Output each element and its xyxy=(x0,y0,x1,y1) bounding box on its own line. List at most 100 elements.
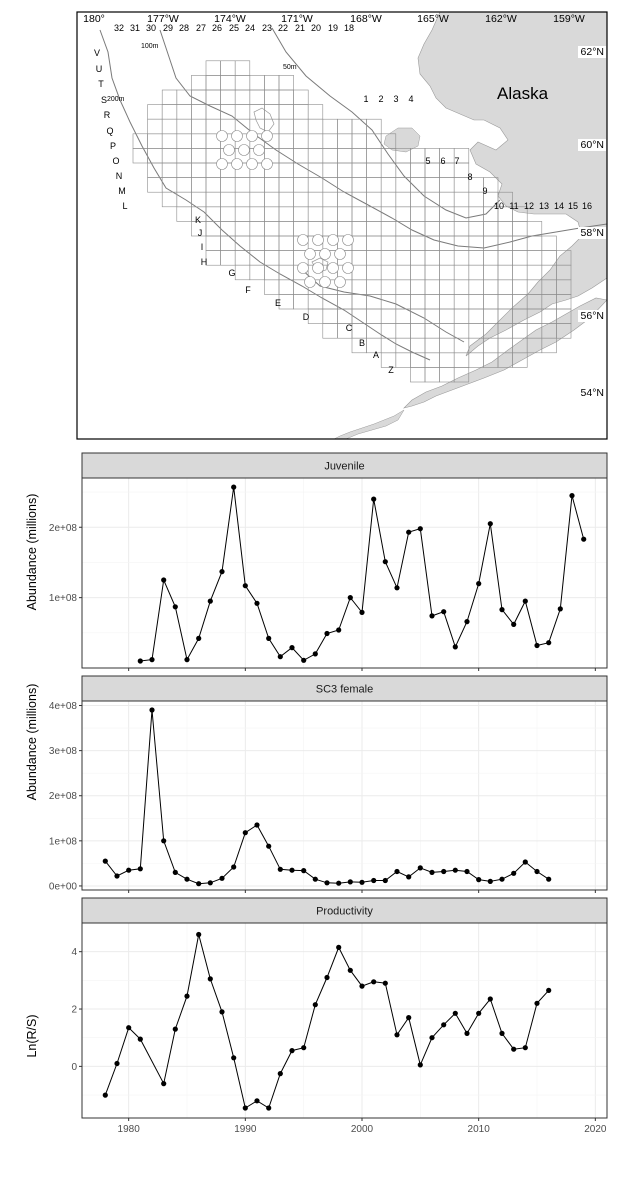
station-label: 1 xyxy=(363,94,368,104)
longitude-label: 180° xyxy=(83,13,105,25)
corner-station-circle xyxy=(297,262,309,274)
station-label: Q xyxy=(106,126,113,136)
panel-0: Juvenile 1e+08 2e+08 Abundance (millions) xyxy=(25,452,608,671)
station-label: 25 xyxy=(229,23,239,33)
data-point xyxy=(312,651,318,657)
data-point xyxy=(277,654,283,660)
data-point xyxy=(207,976,213,982)
data-point xyxy=(102,858,108,864)
corner-station-circle xyxy=(297,234,309,246)
data-point xyxy=(207,880,213,886)
data-point xyxy=(219,1009,225,1015)
station-label: 19 xyxy=(328,23,338,33)
data-point xyxy=(347,879,353,885)
station-label: 24 xyxy=(245,23,255,33)
y-tick-label: 3e+08 xyxy=(49,746,78,757)
data-point xyxy=(172,604,178,610)
station-label: P xyxy=(110,141,116,151)
station-label: 31 xyxy=(130,23,140,33)
x-tick-label: 2020 xyxy=(584,1124,607,1135)
corner-station-circle xyxy=(216,158,228,170)
data-point xyxy=(254,600,260,606)
y-tick-label: 2 xyxy=(71,1005,77,1016)
station-labels: 32 31 30 29 28 27 26 25 24 23 22 21 20 19 181 2 3 45 6 7891… xyxy=(94,23,592,375)
alaska-landmass xyxy=(417,12,607,357)
data-point xyxy=(266,843,272,849)
data-point xyxy=(266,1105,272,1111)
data-point xyxy=(464,1030,470,1036)
data-point xyxy=(149,707,155,713)
y-tick-label: 4e+08 xyxy=(49,701,78,712)
corner-station-circle xyxy=(216,130,228,142)
data-point xyxy=(137,658,143,664)
corner-station-circle xyxy=(253,144,265,156)
data-point xyxy=(452,644,458,650)
data-point xyxy=(371,979,377,985)
longitude-label: 168°W xyxy=(350,13,382,25)
data-point xyxy=(487,521,493,527)
data-point xyxy=(277,866,283,872)
station-label: N xyxy=(116,171,123,181)
data-point xyxy=(417,526,423,532)
data-point xyxy=(277,1071,283,1077)
map-frame xyxy=(76,11,608,440)
data-point xyxy=(137,1036,143,1042)
data-point xyxy=(231,1055,237,1061)
data-point xyxy=(511,870,517,876)
survey-grid-cell xyxy=(234,60,251,76)
data-point xyxy=(394,585,400,591)
data-point xyxy=(452,1010,458,1016)
data-point xyxy=(149,657,155,663)
station-label: 12 xyxy=(524,201,534,211)
data-point xyxy=(254,822,260,828)
data-point xyxy=(522,859,528,865)
station-label: T xyxy=(98,79,104,89)
data-point xyxy=(172,869,178,876)
corner-station-circle xyxy=(246,158,258,170)
latitude-label-bg xyxy=(578,227,606,239)
data-point xyxy=(476,877,482,883)
station-label: 23 xyxy=(262,23,272,33)
data-point xyxy=(429,1035,435,1041)
corner-station-circle xyxy=(334,248,346,260)
data-point xyxy=(196,931,202,938)
data-point xyxy=(324,630,330,637)
data-point xyxy=(406,529,412,535)
gridlines xyxy=(82,922,607,1118)
data-point xyxy=(184,657,190,663)
data-point xyxy=(347,967,353,973)
data-point xyxy=(301,657,307,663)
latitude-label-bg xyxy=(578,139,606,151)
station-label: S xyxy=(101,95,107,105)
corner-station-circle xyxy=(327,262,339,274)
corner-station-circle xyxy=(231,158,243,170)
latitude-label: 54°N xyxy=(581,387,604,399)
station-label: 16 xyxy=(582,201,592,211)
latitude-labels: 62°N 60°N 58°N 56°N 54°N xyxy=(578,46,606,399)
data-point xyxy=(499,1030,505,1036)
data-point xyxy=(371,877,377,884)
panel-strip xyxy=(81,675,608,702)
corner-station-circle xyxy=(312,262,324,274)
data-point xyxy=(231,864,237,870)
data-point xyxy=(441,609,447,615)
data-point xyxy=(476,1010,482,1016)
data-point xyxy=(347,595,353,601)
depth-label-100m: 100m xyxy=(141,43,159,50)
data-point xyxy=(254,1098,260,1104)
data-point xyxy=(557,606,563,612)
data-point xyxy=(499,607,505,613)
data-point xyxy=(394,868,400,875)
station-label: B xyxy=(359,338,365,348)
plot-frame xyxy=(81,922,608,1119)
station-label: D xyxy=(303,312,310,322)
station-label: 30 xyxy=(146,23,156,33)
data-point xyxy=(429,613,435,619)
latitude-label: 62°N xyxy=(581,46,604,58)
station-label: O xyxy=(112,156,119,166)
data-point xyxy=(522,598,528,604)
station-label: I xyxy=(201,242,204,252)
y-tick-label: 2e+08 xyxy=(49,523,78,534)
station-label: K xyxy=(195,215,201,225)
data-point xyxy=(569,493,575,499)
